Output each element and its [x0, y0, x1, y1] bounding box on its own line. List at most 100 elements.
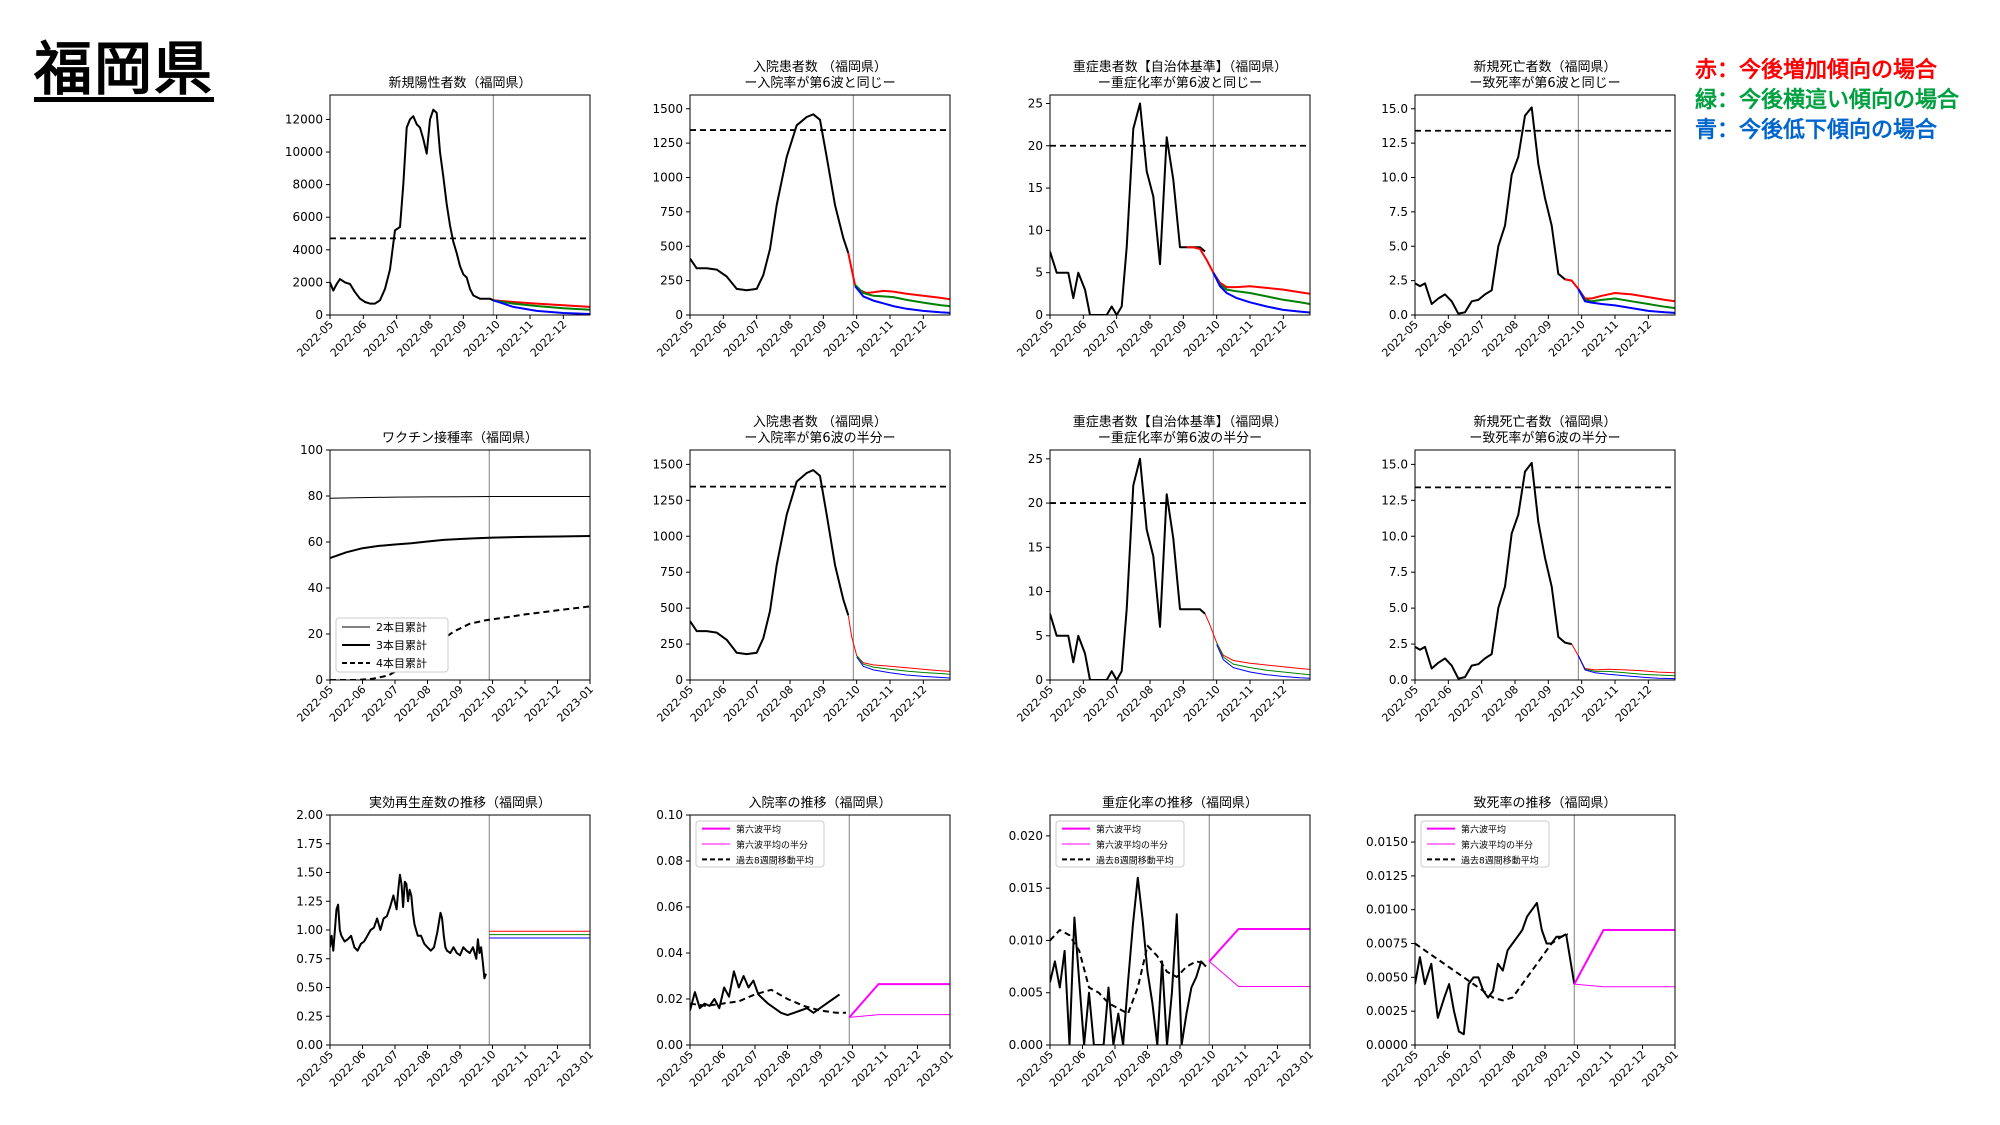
series-line-magenta: [1573, 929, 1675, 985]
y-tick-label: 2.5: [1389, 274, 1408, 288]
y-tick-label: 0.0050: [1366, 970, 1408, 984]
series-line-black: [690, 469, 850, 656]
y-tick-label: 12.5: [1381, 493, 1408, 507]
y-tick-label: 0.75: [296, 952, 323, 966]
y-tick-label: 5: [1035, 266, 1043, 280]
y-tick-label: 0: [675, 308, 683, 322]
y-tick-label: 25: [1028, 96, 1043, 110]
series-line-red: [847, 615, 950, 672]
y-tick-label: 1250: [652, 136, 683, 150]
y-tick-label: 0.04: [656, 946, 683, 960]
y-tick-label: 0.0025: [1366, 1004, 1408, 1018]
x-tick-label: 2022-12: [1613, 683, 1655, 725]
y-tick-label: 0.015: [1009, 881, 1043, 895]
series-line-black: [1415, 901, 1567, 1036]
legend-label: 第六波平均: [736, 824, 781, 836]
chart-hospitalization-rate: 入院率の推移（福岡県）0.000.020.040.060.080.102022-…: [654, 795, 956, 1090]
y-tick-label: 10: [1028, 585, 1043, 599]
chart-vaccination-rate: ワクチン接種率（福岡県）0204060801002022-052022-0620…: [294, 430, 596, 725]
plot-frame: [1049, 449, 1311, 681]
chart-title: 実効再生産数の推移（福岡県）: [369, 795, 551, 811]
y-tick-label: 1.00: [296, 923, 323, 937]
y-tick-label: 2.5: [1389, 637, 1408, 651]
series-line-black: [1415, 933, 1569, 1002]
series-line-magenta: [848, 983, 950, 1019]
series-line-green: [1216, 642, 1310, 676]
y-tick-label: 0.005: [1009, 986, 1043, 1000]
plot-area: [1415, 815, 1675, 1045]
y-tick-label: 60: [308, 535, 323, 549]
page-title: 福岡県: [34, 35, 215, 103]
legend-label: 過去8週間移動平均: [1461, 854, 1539, 866]
y-tick-label: 1.25: [296, 894, 323, 908]
scenario-color-legend: 赤：今後増加傾向の場合 緑：今後横這い傾向の場合 青：今後低下傾向の場合: [1695, 56, 1959, 146]
series-line-black: [1050, 102, 1206, 315]
y-tick-label: 6000: [292, 210, 323, 224]
chart-title: ー入院率が第6波の半分ー: [744, 430, 895, 446]
series-line-blue: [1577, 288, 1675, 314]
y-tick-label: 15.0: [1381, 457, 1408, 471]
series-line-magenta: [1208, 928, 1310, 963]
chart-hospitalized-same-rate: 入院患者数 （福岡県）ー入院率が第6波と同じー 0 250 500 750 1000 125…: [652, 60, 951, 360]
plot-frame: [1049, 94, 1311, 316]
y-tick-label: 0.0000: [1366, 1038, 1408, 1052]
y-tick-label: 2000: [292, 275, 323, 289]
series-line-magenta: [849, 1014, 950, 1018]
y-tick-label: 0.00: [296, 1038, 323, 1052]
y-tick-label: 0.00: [656, 1038, 683, 1052]
y-tick-label: 0.0: [1389, 308, 1408, 322]
y-tick-label: 8000: [292, 178, 323, 192]
y-tick-label: 0.25: [296, 1009, 323, 1023]
y-tick-label: 25: [1028, 452, 1043, 466]
series-line-black: [330, 496, 590, 499]
y-tick-label: 1500: [652, 457, 683, 471]
legend-label: 3本目累計: [376, 638, 427, 652]
y-tick-label: 1.75: [296, 837, 323, 851]
y-tick-label: 20: [1028, 496, 1043, 510]
series-line-black: [690, 113, 850, 292]
plot-area: [1050, 95, 1310, 315]
plot-area: [1050, 450, 1310, 680]
series-line-green: [1212, 272, 1310, 305]
x-tick-label: 2022-12: [888, 683, 930, 725]
y-tick-label: 5.0: [1389, 601, 1408, 615]
plot-area: [330, 450, 590, 680]
series-line-blue: [854, 285, 950, 314]
series-line-red: [493, 299, 590, 308]
series-line-red: [1564, 278, 1675, 303]
series-line-green: [856, 655, 950, 675]
series-line-blue: [1212, 272, 1310, 314]
plot-frame: [1414, 449, 1676, 681]
y-tick-label: 500: [660, 239, 683, 253]
chart-title: 新規死亡者数（福岡県）: [1473, 59, 1616, 75]
series-line-black: [1050, 457, 1206, 680]
y-tick-label: 100: [300, 443, 323, 457]
y-tick-label: 12.5: [1381, 136, 1408, 150]
y-tick-label: 10.0: [1381, 171, 1408, 185]
chart-deaths-same-rate: 新規死亡者数（福岡県）ー致死率が第6波と同じー 0.0 2.5 5.0 7.5 10.0 1…: [1379, 59, 1676, 360]
legend-box: [335, 617, 449, 673]
series-line-blue: [492, 299, 590, 315]
chart-title: 重症患者数【自治体基準】（福岡県）: [1073, 59, 1288, 75]
series-line-black: [1415, 106, 1572, 315]
y-tick-label: 5: [1035, 629, 1043, 643]
series-line-blue: [1577, 655, 1675, 680]
legend-note-blue: 青：今後低下傾向の場合: [1695, 118, 1938, 143]
series-line-black: [1415, 461, 1572, 680]
plot-area: [330, 815, 590, 1045]
legend-label: 第六波平均の半分: [1461, 839, 1533, 851]
chart-title: ワクチン接種率（福岡県）: [382, 430, 538, 446]
plot-area: [690, 95, 950, 315]
series-line-black: [330, 605, 590, 680]
y-tick-label: 10: [1028, 223, 1043, 237]
y-tick-label: 7.5: [1389, 565, 1408, 579]
legend-label: 過去8週間移動平均: [1096, 854, 1174, 866]
series-line-black: [330, 108, 494, 305]
legend-label: 第六波平均の半分: [736, 839, 808, 851]
y-tick-label: 250: [660, 637, 683, 651]
legend-note-red: 赤：今後増加傾向の場合: [1695, 58, 1938, 83]
y-tick-label: 0.0150: [1366, 835, 1408, 849]
series-line-red: [847, 252, 950, 301]
series-line-red: [1571, 643, 1675, 674]
